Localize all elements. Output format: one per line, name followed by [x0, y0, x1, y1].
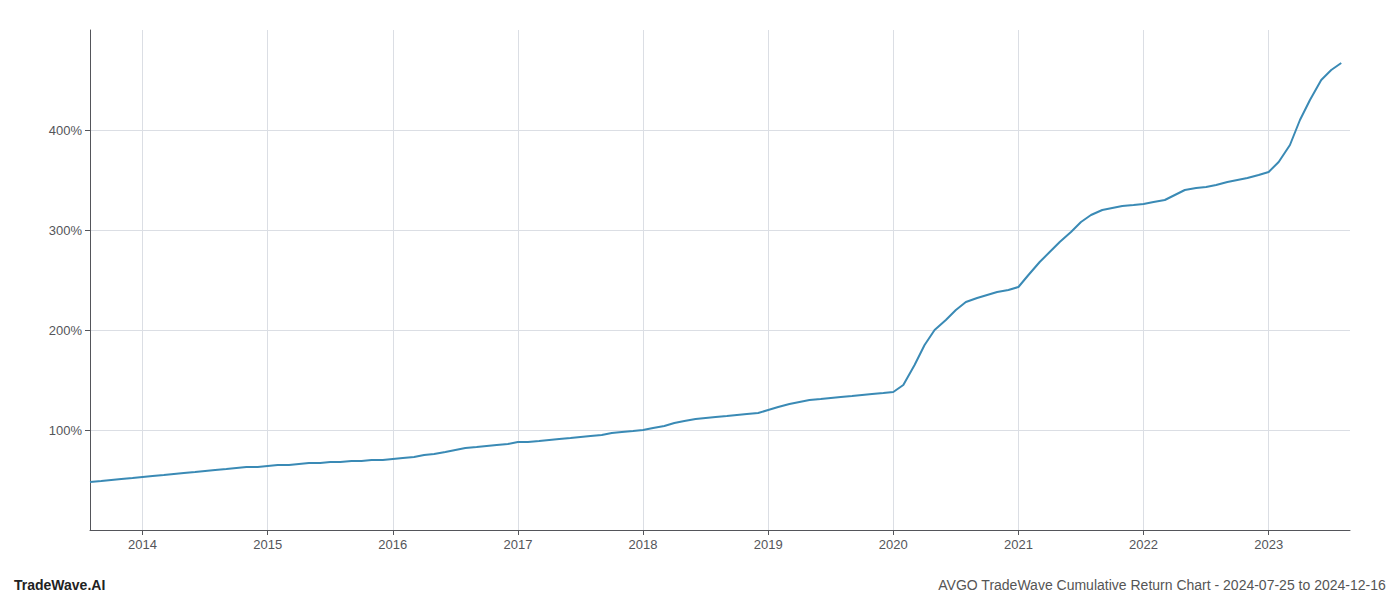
svg-text:300%: 300%	[49, 223, 83, 238]
svg-text:2014: 2014	[128, 537, 157, 552]
svg-text:2017: 2017	[503, 537, 532, 552]
svg-text:2016: 2016	[378, 537, 407, 552]
svg-text:2021: 2021	[1004, 537, 1033, 552]
svg-text:200%: 200%	[49, 323, 83, 338]
svg-text:100%: 100%	[49, 423, 83, 438]
svg-text:2019: 2019	[754, 537, 783, 552]
svg-text:2020: 2020	[879, 537, 908, 552]
svg-text:2015: 2015	[253, 537, 282, 552]
svg-text:TradeWave.AI: TradeWave.AI	[14, 577, 105, 593]
svg-text:400%: 400%	[49, 123, 83, 138]
svg-text:AVGO TradeWave Cumulative Retu: AVGO TradeWave Cumulative Return Chart -…	[938, 577, 1386, 593]
svg-text:2018: 2018	[629, 537, 658, 552]
svg-text:2022: 2022	[1129, 537, 1158, 552]
svg-text:2023: 2023	[1254, 537, 1283, 552]
